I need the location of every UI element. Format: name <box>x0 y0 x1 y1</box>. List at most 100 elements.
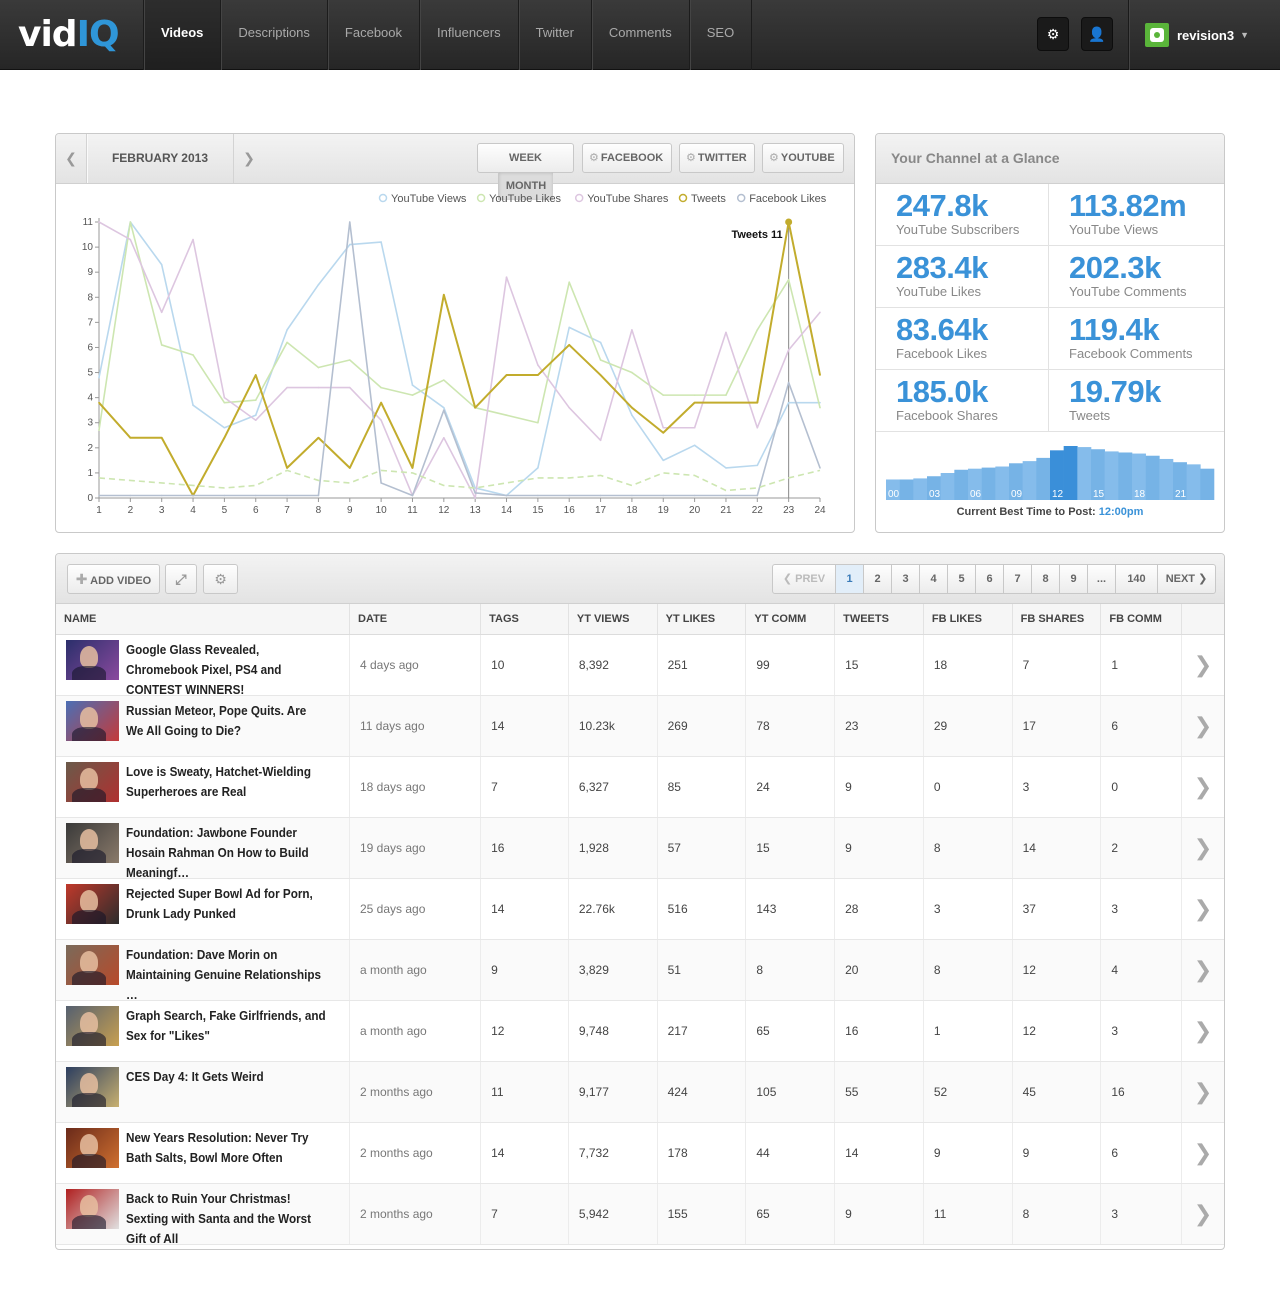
video-thumbnail[interactable] <box>66 883 119 924</box>
video-title[interactable]: Graph Search, Fake Girlfriends, and Sex … <box>126 1007 326 1043</box>
table-row[interactable]: Rejected Super Bowl Ad for Porn, Drunk L… <box>56 878 1224 940</box>
table-row[interactable]: CES Day 4: It Gets Weird 2 months ago 11 9,… <box>56 1061 1224 1123</box>
pager-page-8[interactable]: 8 <box>1031 565 1059 593</box>
vidiq-logo[interactable]: vidIQ <box>18 14 128 56</box>
video-title[interactable]: Rejected Super Bowl Ad for Porn, Drunk L… <box>126 885 313 921</box>
row-open-button[interactable]: ❯ <box>1181 1122 1224 1184</box>
user-menu[interactable]: revision3 ▼ <box>1145 22 1249 48</box>
row-open-button[interactable]: ❯ <box>1181 1061 1224 1123</box>
nav-tab-facebook[interactable]: Facebook <box>326 0 419 70</box>
legend-item[interactable]: YouTube Likes <box>476 193 562 205</box>
pager-page-4[interactable]: 4 <box>919 565 947 593</box>
video-title[interactable]: Foundation: Jawbone Founder Hosain Rahma… <box>126 824 309 880</box>
best-time-label: Current Best Time to Post: <box>956 506 1096 518</box>
row-open-button[interactable]: ❯ <box>1181 939 1224 1001</box>
pager-page-6[interactable]: 6 <box>975 565 1003 593</box>
row-open-button[interactable]: ❯ <box>1181 1000 1224 1062</box>
next-month-button[interactable]: ❯ <box>234 134 264 183</box>
video-thumbnail[interactable] <box>66 1127 119 1168</box>
row-open-button[interactable]: ❯ <box>1181 634 1224 696</box>
video-thumbnail[interactable] <box>66 1188 119 1229</box>
nav-tab-comments[interactable]: Comments <box>590 0 689 70</box>
row-open-button[interactable]: ❯ <box>1181 878 1224 940</box>
table-row[interactable]: Foundation: Jawbone Founder Hosain Rahma… <box>56 817 1224 880</box>
stat-label: YouTube Views <box>1069 222 1159 237</box>
row-open-button[interactable]: ❯ <box>1181 695 1224 757</box>
pager-page-1[interactable]: 1 <box>835 565 863 593</box>
column-header-date[interactable]: DATE <box>349 604 482 635</box>
stat-value: 119.4k <box>1069 312 1160 347</box>
nav-tab-influencers[interactable]: Influencers <box>419 0 518 70</box>
video-thumbnail[interactable] <box>66 1066 119 1107</box>
video-thumbnail[interactable] <box>66 761 119 802</box>
row-open-button[interactable]: ❯ <box>1181 1183 1224 1245</box>
data-point-facebook-likes <box>348 221 351 223</box>
gear-icon: ⚙ <box>589 152 599 164</box>
pager-page-5[interactable]: 5 <box>947 565 975 593</box>
video-title[interactable]: Love is Sweaty, Hatchet-Wielding Superhe… <box>126 763 311 799</box>
facebook-filter-button[interactable]: ⚙ FACEBOOK <box>582 143 672 173</box>
week-toggle[interactable]: WEEK <box>509 152 542 164</box>
column-header-tweets[interactable]: TWEETS <box>834 604 924 635</box>
video-thumbnail[interactable] <box>66 1005 119 1046</box>
table-settings-button[interactable]: ⚙ <box>203 564 238 594</box>
video-thumbnail[interactable] <box>66 700 119 741</box>
column-header-name[interactable]: NAME <box>56 604 350 635</box>
column-header-yt-views[interactable]: YT VIEWS <box>568 604 658 635</box>
nav-tab-seo[interactable]: SEO <box>688 0 753 70</box>
table-row[interactable]: Back to Ruin Your Christmas! Sexting wit… <box>56 1183 1224 1246</box>
column-header-tags[interactable]: TAGS <box>480 604 569 635</box>
month-toggle[interactable]: MONTH <box>497 172 554 200</box>
settings-button[interactable]: ⚙ <box>1037 17 1069 51</box>
legend-item[interactable]: YouTube Views <box>378 193 467 205</box>
legend-item[interactable]: Facebook Likes <box>736 193 827 205</box>
video-thumbnail[interactable] <box>66 944 119 985</box>
row-open-button[interactable]: ❯ <box>1181 817 1224 879</box>
stat-label: Facebook Likes <box>896 346 988 361</box>
table-row[interactable]: Russian Meteor, Pope Quits. Are We All G… <box>56 695 1224 757</box>
pager-page-140[interactable]: 140 <box>1115 565 1157 593</box>
video-title[interactable]: CES Day 4: It Gets Weird <box>126 1068 264 1084</box>
hour-bar <box>1022 461 1037 500</box>
account-button[interactable]: 👤 <box>1081 17 1113 51</box>
cell-fb-likes: 8 <box>923 939 1013 1001</box>
table-row[interactable]: Google Glass Revealed, Chromebook Pixel,… <box>56 634 1224 697</box>
nav-tab-videos[interactable]: Videos <box>143 0 221 70</box>
legend-item[interactable]: YouTube Shares <box>574 193 669 205</box>
pager-page-ellipsis[interactable]: ... <box>1087 565 1115 593</box>
table-row[interactable]: Love is Sweaty, Hatchet-Wielding Superhe… <box>56 756 1224 818</box>
nav-tab-descriptions[interactable]: Descriptions <box>220 0 327 70</box>
row-open-button[interactable]: ❯ <box>1181 756 1224 818</box>
video-thumbnail[interactable] <box>66 639 119 680</box>
table-row[interactable]: Graph Search, Fake Girlfriends, and Sex … <box>56 1000 1224 1062</box>
cell-yt-views: 9,748 <box>568 1000 658 1062</box>
video-title[interactable]: Russian Meteor, Pope Quits. Are We All G… <box>126 702 307 738</box>
column-header-yt-comm[interactable]: YT COMM <box>745 604 836 635</box>
table-row[interactable]: New Years Resolution: Never Try Bath Sal… <box>56 1122 1224 1184</box>
pager-page-9[interactable]: 9 <box>1059 565 1087 593</box>
pager-page-3[interactable]: 3 <box>891 565 919 593</box>
table-row[interactable]: Foundation: Dave Morin on Maintaining Ge… <box>56 939 1224 1002</box>
video-title[interactable]: New Years Resolution: Never Try Bath Sal… <box>126 1129 309 1165</box>
column-header-fb-likes[interactable]: FB LIKES <box>923 604 1013 635</box>
twitter-filter-button[interactable]: ⚙ TWITTER <box>679 143 755 173</box>
video-title[interactable]: Foundation: Dave Morin on Maintaining Ge… <box>126 946 322 1002</box>
hour-bar <box>927 476 941 500</box>
pager-page-7[interactable]: 7 <box>1003 565 1031 593</box>
legend-item[interactable]: Tweets <box>678 193 727 205</box>
expand-button[interactable]: ⤢ <box>165 564 197 594</box>
add-video-button[interactable]: ✚ ADD VIDEO <box>67 564 160 594</box>
youtube-filter-button[interactable]: ⚙ YOUTUBE <box>762 143 844 173</box>
column-header-fb-comm[interactable]: FB COMM <box>1100 604 1183 635</box>
pager-next-button[interactable]: NEXT ❯ <box>1157 565 1215 593</box>
nav-tab-twitter[interactable]: Twitter <box>517 0 591 70</box>
video-title[interactable]: Back to Ruin Your Christmas! Sexting wit… <box>126 1190 312 1246</box>
hour-bar <box>1009 463 1023 500</box>
pager-prev-button[interactable]: ❮ PREV <box>782 573 826 585</box>
pager-page-2[interactable]: 2 <box>863 565 891 593</box>
video-title[interactable]: Google Glass Revealed, Chromebook Pixel,… <box>126 641 282 697</box>
video-thumbnail[interactable] <box>66 822 119 863</box>
column-header-fb-shares[interactable]: FB SHARES <box>1012 604 1102 635</box>
column-header-yt-likes[interactable]: YT LIKES <box>657 604 747 635</box>
prev-month-button[interactable]: ❮ <box>56 134 86 183</box>
